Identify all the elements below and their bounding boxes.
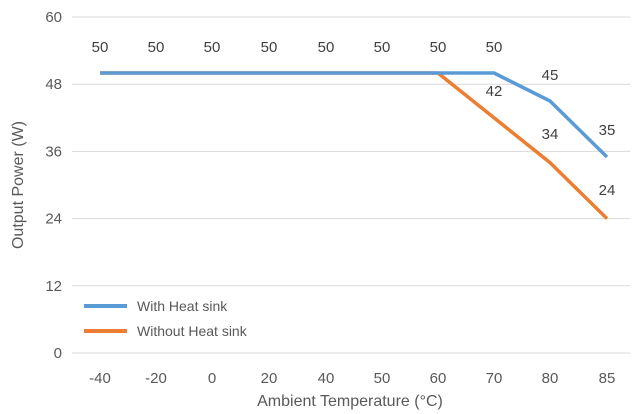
- legend: With Heat sink Without Heat sink: [84, 298, 248, 339]
- x-axis-title: Ambient Temperature (°C): [257, 393, 443, 410]
- x-tick-label: -20: [145, 370, 167, 387]
- x-tick-label: -40: [89, 370, 111, 387]
- data-label: 50: [148, 39, 165, 56]
- x-tick-label: 0: [208, 370, 216, 387]
- gridlines: [72, 16, 630, 354]
- x-tick-label: 60: [430, 370, 447, 387]
- y-tick-label: 48: [45, 76, 62, 93]
- data-label: 50: [430, 39, 447, 56]
- series-line-without-heat-sink: [100, 71, 609, 220]
- data-labels: 50 50 50 50 50 50 50 50 42 45 34 35 24: [92, 39, 616, 199]
- data-label: 34: [542, 126, 559, 143]
- x-tick-label: 50: [374, 370, 391, 387]
- data-label: 50: [204, 39, 221, 56]
- x-tick-label: 85: [599, 370, 616, 387]
- legend-label: With Heat sink: [137, 298, 228, 314]
- y-tick-label: 24: [45, 211, 62, 228]
- data-label: 24: [599, 182, 616, 199]
- data-label: 50: [261, 39, 278, 56]
- y-axis-ticks: 0 12 24 36 48 60: [45, 9, 62, 362]
- x-tick-label: 70: [486, 370, 503, 387]
- x-tick-label: 80: [542, 370, 559, 387]
- series-line-with-heat-sink: [100, 71, 609, 159]
- y-axis-title: Output Power (W): [10, 121, 27, 249]
- x-axis-ticks: -40 -20 0 20 40 50 60 70 80 85: [89, 370, 615, 387]
- data-label: 50: [486, 39, 503, 56]
- y-tick-label: 60: [45, 9, 62, 26]
- data-label: 50: [318, 39, 335, 56]
- data-label: 50: [374, 39, 391, 56]
- data-label: 45: [542, 67, 559, 84]
- x-tick-label: 20: [261, 370, 278, 387]
- y-tick-label: 12: [45, 278, 62, 295]
- data-label: 35: [599, 122, 616, 139]
- x-tick-label: 40: [318, 370, 335, 387]
- data-label: 42: [486, 83, 503, 100]
- y-tick-label: 36: [45, 143, 62, 160]
- data-label: 50: [92, 39, 109, 56]
- legend-label: Without Heat sink: [137, 323, 248, 339]
- series-lines: [100, 71, 609, 220]
- y-tick-label: 0: [54, 345, 62, 362]
